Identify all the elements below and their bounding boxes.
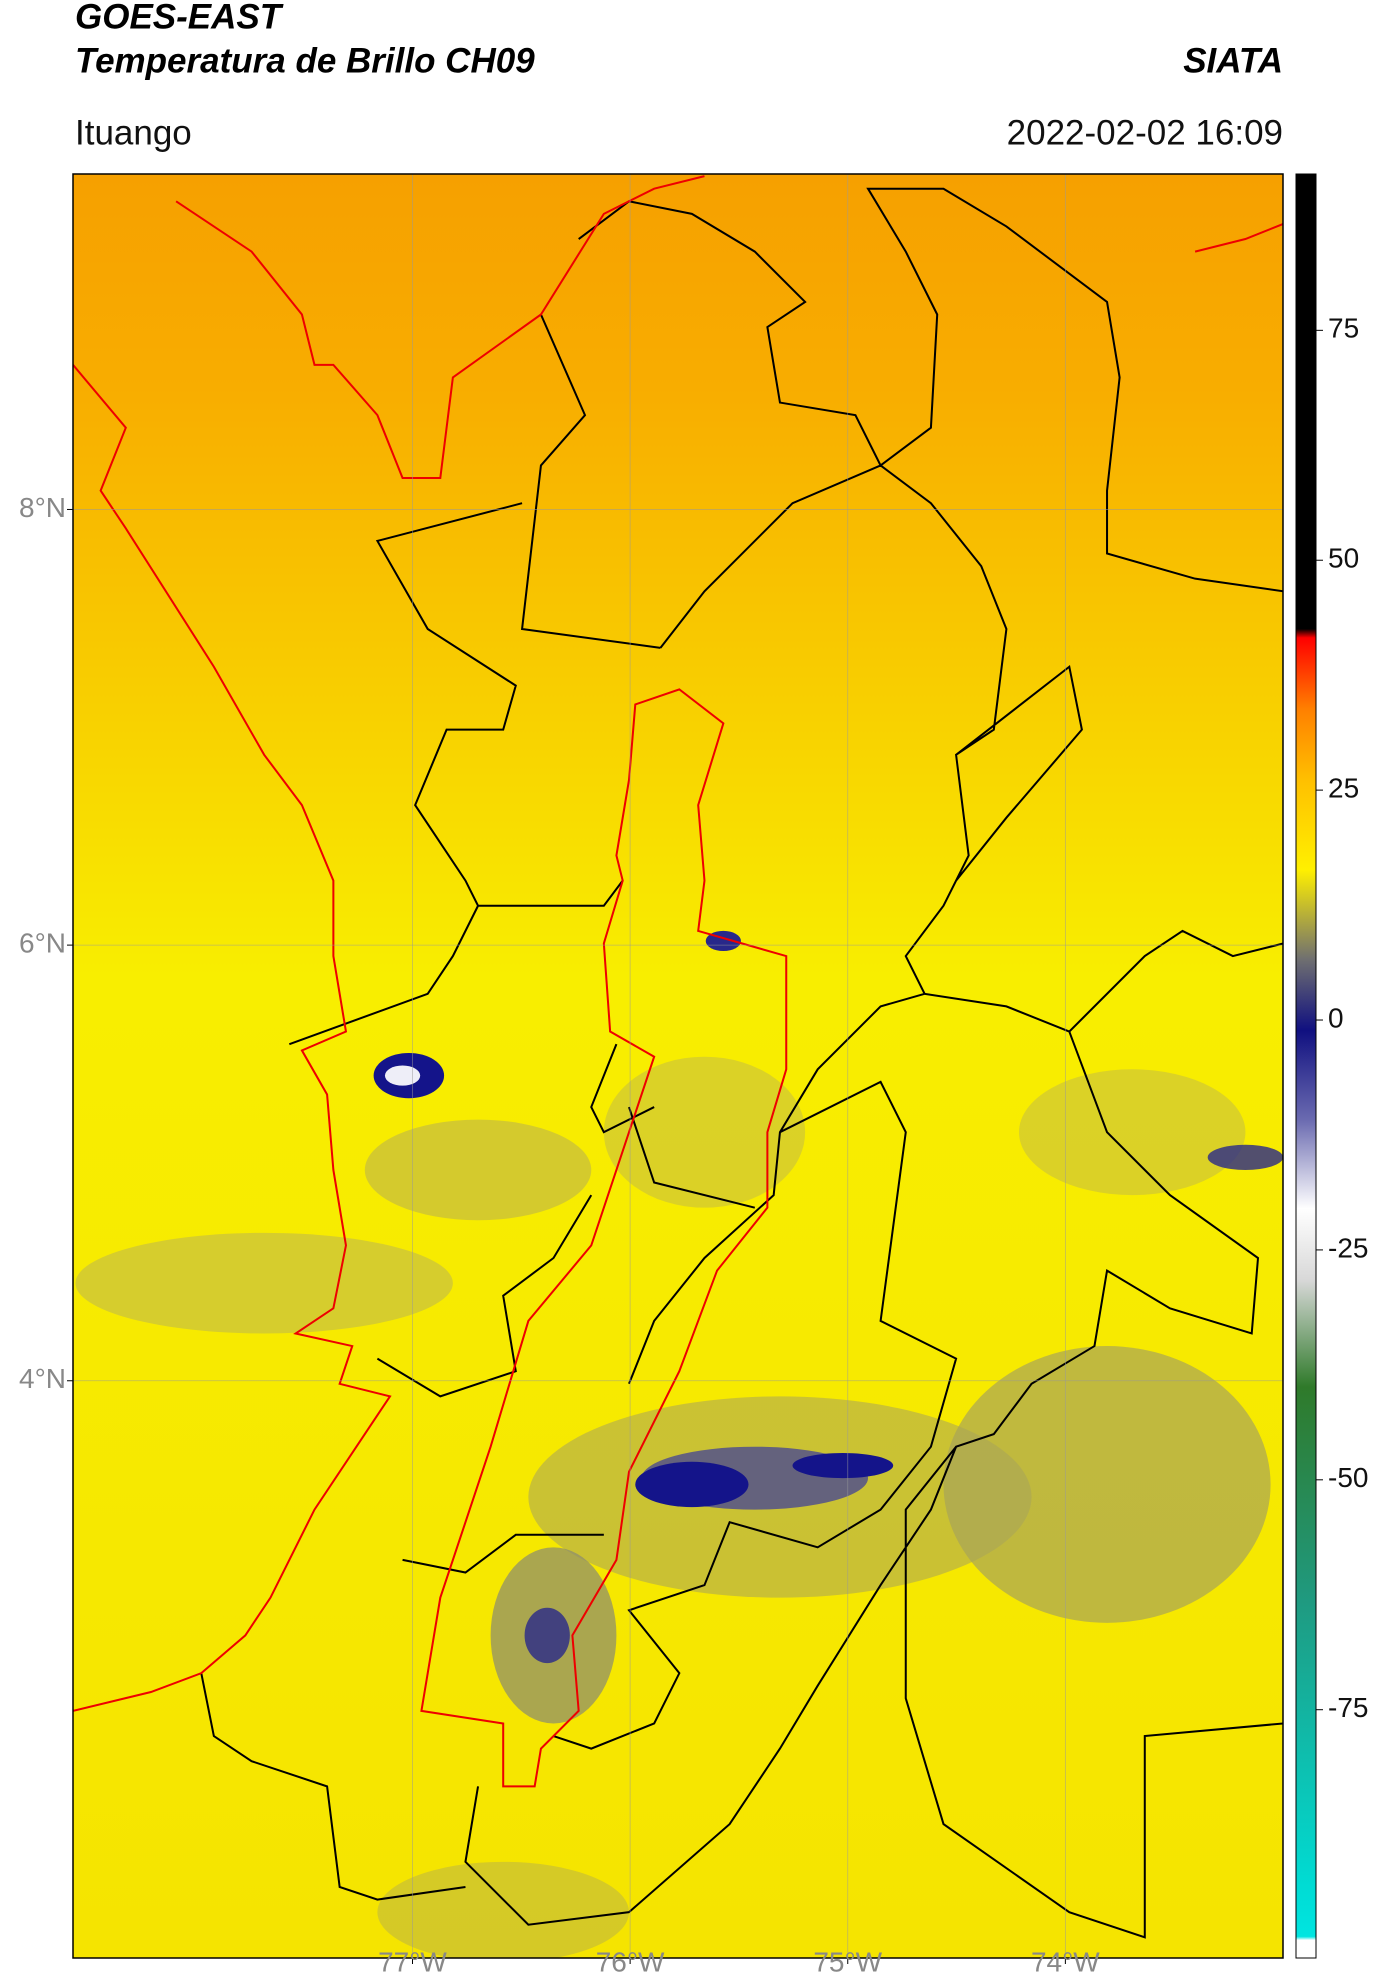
datetime: 2022-02-02 16:09 (1007, 113, 1283, 152)
subtitle: Temperatura de Brillo CH09 (75, 41, 535, 80)
colorbar-tick-label: -75 (1328, 1692, 1368, 1723)
colorbar-tick-label: 0 (1328, 1002, 1344, 1033)
location: Ituango (75, 113, 192, 152)
graticule (73, 174, 1283, 1958)
y-tick-label: 8°N (19, 492, 66, 523)
colorbar-tick-label: -50 (1328, 1462, 1368, 1493)
colorbar (1295, 173, 1317, 1959)
x-tick-label: 77°W (378, 1946, 447, 1977)
x-tick-label: 76°W (596, 1946, 665, 1977)
colorbar-tick-label: 75 (1328, 313, 1359, 344)
colorbar-tick-label: -25 (1328, 1232, 1368, 1263)
y-tick-label: 6°N (19, 927, 66, 958)
map-frame (72, 173, 1284, 1959)
cloud-field (75, 930, 1283, 1958)
borders (73, 175, 1283, 1939)
x-tick-label: 75°W (813, 1946, 882, 1977)
source: SIATA (1183, 41, 1283, 80)
y-tick-label: 4°N (19, 1363, 66, 1394)
colorbar-tick-label: 25 (1328, 773, 1359, 804)
x-tick-label: 74°W (1031, 1946, 1100, 1977)
colorbar-tick-label: 50 (1328, 543, 1359, 574)
map-area (73, 174, 1283, 1958)
title: GOES-EAST (75, 0, 284, 36)
